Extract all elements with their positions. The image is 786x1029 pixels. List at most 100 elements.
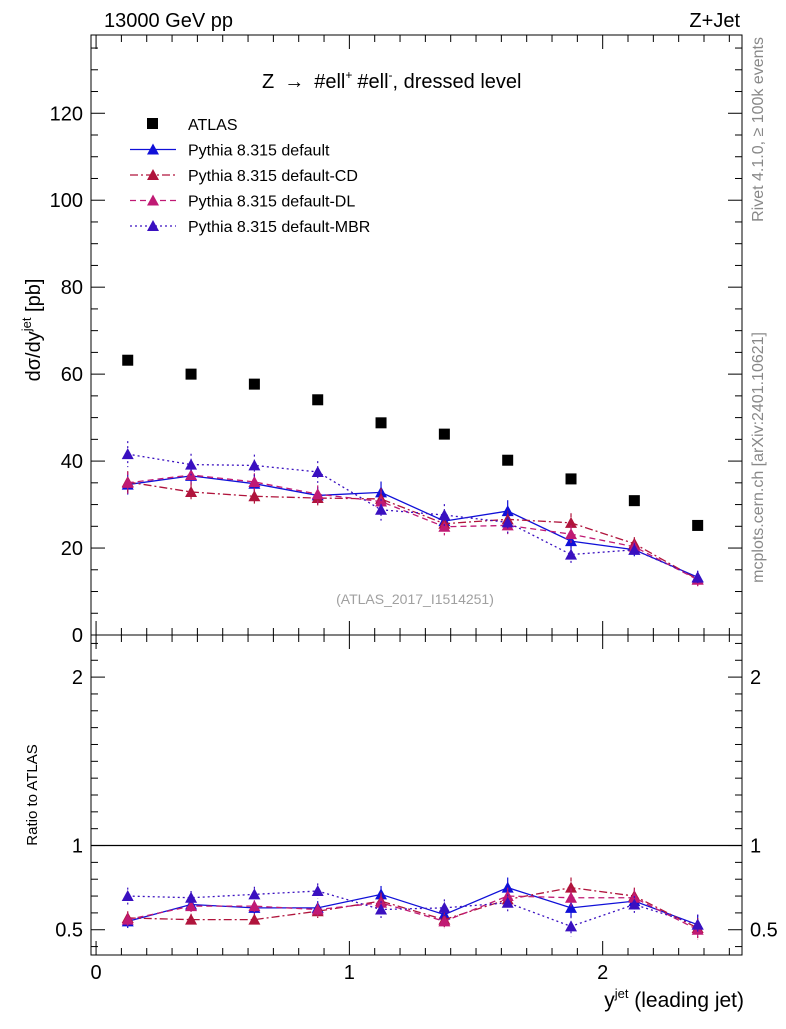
legend-marker bbox=[147, 169, 159, 180]
main-data-point bbox=[248, 378, 260, 390]
main-data-point bbox=[375, 417, 387, 429]
ratio-data-point bbox=[375, 903, 388, 915]
legend-label: ATLAS bbox=[188, 117, 238, 134]
ratio-ytick-label-right: 0.5 bbox=[750, 920, 778, 942]
ratio-axis-ticks: 0.5 0.5 1 1 2 2 0 1 2 bbox=[55, 635, 778, 984]
legend-marker bbox=[147, 194, 159, 206]
main-data-point bbox=[438, 520, 451, 532]
main-data-point bbox=[185, 485, 198, 497]
main-ytick-label: 120 bbox=[50, 103, 83, 125]
main-data-point bbox=[248, 459, 261, 471]
main-data-point bbox=[438, 428, 450, 440]
main-data-point bbox=[312, 394, 324, 406]
legend-label: Pythia 8.315 default-DL bbox=[188, 194, 355, 211]
main-data-point bbox=[375, 495, 388, 507]
main-ytick-label: 0 bbox=[72, 625, 83, 647]
ratio-data-point bbox=[438, 901, 451, 913]
main-data-point bbox=[501, 516, 514, 528]
main-data-point bbox=[311, 488, 324, 500]
ratio-y-axis-label: Ratio to ATLAS bbox=[24, 744, 41, 845]
legend-label: Pythia 8.315 default-CD bbox=[188, 168, 358, 185]
ratio-data-point bbox=[248, 888, 261, 900]
ratio-data-point bbox=[501, 881, 514, 893]
main-axis-ticks: 0 20 40 60 80 100 120 bbox=[50, 35, 742, 647]
main-data-point bbox=[628, 495, 640, 507]
ratio-data-point bbox=[185, 891, 198, 903]
ratio-data-point bbox=[501, 896, 514, 908]
legend-label: Pythia 8.315 default-MBR bbox=[188, 219, 370, 236]
ratio-data-point bbox=[691, 918, 704, 930]
legend: ATLAS Pythia 8.315 default Pythia 8.315 de… bbox=[130, 117, 370, 236]
energy-label: 13000 GeV pp bbox=[104, 10, 233, 32]
ratio-data-point bbox=[628, 898, 641, 910]
ratio-data-point bbox=[185, 913, 198, 925]
main-data-point bbox=[692, 519, 704, 531]
main-data-point bbox=[185, 368, 197, 380]
ratio-data-point bbox=[121, 890, 134, 902]
main-ytick-label: 20 bbox=[61, 538, 83, 560]
main-ytick-label: 40 bbox=[61, 451, 83, 473]
legend-label: Pythia 8.315 default bbox=[188, 143, 330, 160]
ratio-data-point bbox=[438, 915, 451, 927]
main-data-point bbox=[185, 458, 198, 470]
main-data-point bbox=[248, 490, 261, 502]
ratio-series-line bbox=[127, 890, 698, 928]
xtick-label: 0 bbox=[91, 962, 102, 984]
ratio-series-line bbox=[127, 895, 698, 931]
main-data-point bbox=[565, 548, 578, 560]
main-data-point bbox=[248, 475, 261, 487]
main-ytick-label: 80 bbox=[61, 277, 83, 299]
ratio-ytick-label: 1 bbox=[72, 836, 83, 858]
main-data-point bbox=[121, 476, 134, 488]
ratio-data-point bbox=[311, 885, 324, 896]
ratio-series-line bbox=[127, 886, 698, 929]
ratio-ytick-label-right: 1 bbox=[750, 836, 761, 858]
main-data-point bbox=[691, 571, 704, 583]
main-data-point bbox=[311, 465, 324, 477]
legend-marker bbox=[147, 118, 158, 129]
ratio-ytick-label: 2 bbox=[72, 667, 83, 689]
ratio-ytick-label-right: 2 bbox=[750, 667, 761, 689]
rivet-label: Rivet 4.1.0, ≥ 100k events bbox=[750, 37, 767, 222]
main-y-axis-label: dσ/dyjet [pb] bbox=[19, 279, 45, 382]
legend-marker bbox=[147, 220, 159, 231]
main-data-point bbox=[565, 473, 577, 485]
main-series-line bbox=[127, 475, 698, 578]
main-series-line bbox=[127, 453, 698, 579]
main-ytick-label: 60 bbox=[61, 364, 83, 386]
main-ytick-label: 100 bbox=[50, 190, 83, 212]
ratio-data-point bbox=[565, 920, 578, 932]
analysis-watermark: (ATLAS_2017_I1514251) bbox=[336, 591, 494, 607]
main-data-point bbox=[501, 505, 514, 517]
main-data-marks bbox=[121, 354, 704, 587]
main-data-point bbox=[121, 448, 134, 460]
ratio-data-point bbox=[248, 913, 261, 925]
main-data-point bbox=[565, 528, 578, 540]
ratio-data-point bbox=[311, 903, 324, 915]
main-data-point bbox=[375, 503, 388, 515]
main-data-point bbox=[628, 543, 641, 555]
xtick-label: 1 bbox=[344, 962, 355, 984]
main-series-line bbox=[127, 474, 698, 581]
ratio-ytick-label: 0.5 bbox=[55, 920, 83, 942]
legend-marker bbox=[147, 143, 159, 155]
main-series-line bbox=[127, 481, 698, 580]
source-label: mcplots.cern.ch [arXiv:2401.10621] bbox=[750, 332, 767, 583]
ratio-data-point bbox=[185, 900, 198, 912]
ratio-data-point bbox=[121, 913, 134, 925]
main-data-point bbox=[122, 354, 134, 366]
main-data-point bbox=[438, 509, 451, 520]
chart-title: Z → #ell+ #ell-, dressed level bbox=[262, 68, 521, 93]
ratio-data-point bbox=[248, 900, 261, 912]
main-data-point bbox=[502, 454, 514, 466]
ratio-data-point bbox=[565, 881, 578, 893]
xtick-label: 2 bbox=[597, 962, 608, 984]
ratio-series-line bbox=[127, 886, 698, 926]
ratio-data-point bbox=[565, 901, 578, 913]
ratio-data-marks bbox=[121, 877, 704, 940]
main-data-point bbox=[565, 516, 578, 528]
x-axis-label: yjet (leading jet) bbox=[604, 986, 744, 1012]
ratio-data-point bbox=[565, 891, 578, 903]
